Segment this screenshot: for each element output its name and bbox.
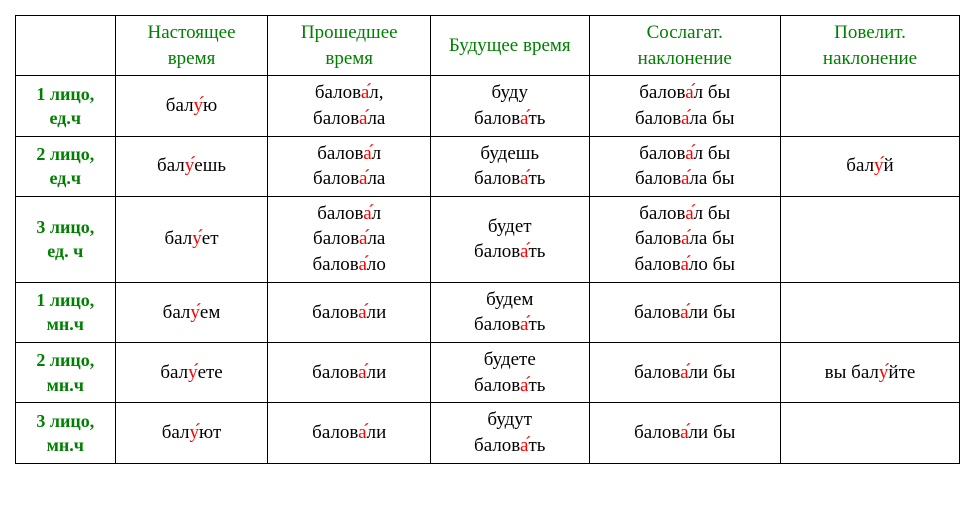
stressed-letter: а [520,168,528,189]
cell-subjunctive: баловал быбаловала быбаловало бы [589,196,781,282]
table-row: 3 лицо,ед. чбалуетбаловалбаловалабаловал… [16,196,960,282]
stressed-letter: а [520,108,528,129]
row-head: 2 лицо,ед.ч [16,136,116,196]
stressed-letter: у [194,95,204,116]
table-row: 2 лицо,ед.чбалуешьбаловалбаловалабудешьб… [16,136,960,196]
stressed-letter: а [361,82,369,103]
stressed-letter: у [192,228,202,249]
cell-imperative [781,403,960,463]
table-body: 1 лицо,ед.чбалуюбаловал,баловалабудубало… [16,76,960,463]
row-head: 1 лицо,мн.ч [16,282,116,342]
cell-past: баловалбаловалабаловало [268,196,431,282]
stressed-letter: а [359,108,367,129]
table-row: 2 лицо,мн.чбалуетебаловалибудетебаловать… [16,343,960,403]
stressed-letter: у [874,155,884,176]
cell-subjunctive: баловал быбаловала бы [589,136,781,196]
stressed-letter: а [358,422,366,443]
row-head: 1 лицо,ед.ч [16,76,116,136]
conjugation-table: Настоящее время Прошедшее время Будущее … [15,15,960,464]
cell-imperative: балуй [781,136,960,196]
stressed-letter: а [685,143,693,164]
cell-present: балую [115,76,268,136]
stressed-letter: а [681,168,689,189]
stressed-letter: а [680,302,688,323]
stressed-letter: а [680,254,688,275]
cell-past: баловали [268,403,431,463]
stressed-letter: у [879,362,889,383]
cell-past: баловалбаловала [268,136,431,196]
row-head: 3 лицо,ед. ч [16,196,116,282]
table-row: 3 лицо,мн.чбалуютбаловалибудутбаловатьба… [16,403,960,463]
stressed-letter: а [680,362,688,383]
stressed-letter: а [685,82,693,103]
cell-present: балуют [115,403,268,463]
stressed-letter: а [363,203,371,224]
stressed-letter: у [190,302,200,323]
col-head-subjunctive: Сослагат. наклонение [589,16,781,76]
table-row: 1 лицо,мн.чбалуембаловалибудембаловатьба… [16,282,960,342]
stressed-letter: а [358,302,366,323]
stressed-letter: а [520,375,528,396]
col-head-imperative: Повелит. наклонение [781,16,960,76]
stressed-letter: а [520,435,528,456]
cell-future: будетбаловать [431,196,590,282]
row-head: 2 лицо,мн.ч [16,343,116,403]
cell-subjunctive: баловали бы [589,282,781,342]
col-head-future: Будущее время [431,16,590,76]
cell-imperative: вы балуйте [781,343,960,403]
cell-past: баловал,баловала [268,76,431,136]
cell-imperative [781,196,960,282]
cell-present: балуем [115,282,268,342]
cell-present: балуешь [115,136,268,196]
stressed-letter: а [358,254,366,275]
col-head-present: Настоящее время [115,16,268,76]
stressed-letter: а [359,168,367,189]
cell-future: будетебаловать [431,343,590,403]
cell-subjunctive: баловал быбаловала бы [589,76,781,136]
stressed-letter: а [359,228,367,249]
cell-future: будубаловать [431,76,590,136]
cell-imperative [781,282,960,342]
row-head: 3 лицо,мн.ч [16,403,116,463]
cell-present: балует [115,196,268,282]
stressed-letter: у [190,422,200,443]
cell-past: баловали [268,282,431,342]
cell-imperative [781,76,960,136]
stressed-letter: а [363,143,371,164]
stressed-letter: у [185,155,195,176]
corner-cell [16,16,116,76]
stressed-letter: а [358,362,366,383]
cell-future: будешьбаловать [431,136,590,196]
stressed-letter: а [685,203,693,224]
cell-subjunctive: баловали бы [589,403,781,463]
stressed-letter: а [680,422,688,443]
table-row: 1 лицо,ед.чбалуюбаловал,баловалабудубало… [16,76,960,136]
cell-past: баловали [268,343,431,403]
stressed-letter: а [520,314,528,335]
col-head-past: Прошедшее время [268,16,431,76]
stressed-letter: а [520,241,528,262]
cell-future: будембаловать [431,282,590,342]
stressed-letter: а [681,108,689,129]
cell-future: будутбаловать [431,403,590,463]
cell-subjunctive: баловали бы [589,343,781,403]
header-row: Настоящее время Прошедшее время Будущее … [16,16,960,76]
stressed-letter: у [188,362,198,383]
cell-present: балуете [115,343,268,403]
stressed-letter: а [681,228,689,249]
